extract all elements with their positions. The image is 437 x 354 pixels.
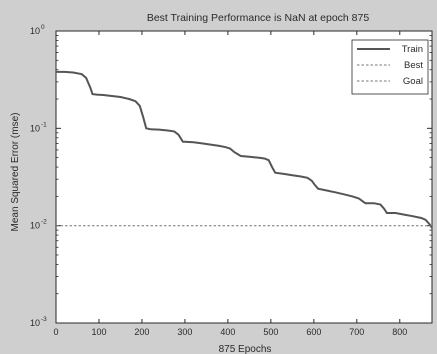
- x-axis-label: 875 Epochs: [219, 344, 272, 354]
- y-tick-label-0: 10: [30, 26, 40, 36]
- x-tick-label-500: 500: [263, 327, 278, 337]
- series-group: [56, 70, 433, 229]
- legend-label-best: Best: [404, 60, 423, 71]
- x-tick-label-700: 700: [349, 327, 364, 337]
- y-tick-label-3: 10: [30, 318, 40, 328]
- x-tick-label-200: 200: [134, 327, 149, 337]
- series-line-train: [56, 70, 433, 229]
- x-tick-label-0: 0: [53, 327, 58, 337]
- x-tick-label-600: 600: [306, 327, 321, 337]
- y-tick-label-2: 10: [30, 221, 40, 231]
- legend-label-train: Train: [402, 44, 423, 55]
- x-tick-label-300: 300: [177, 327, 192, 337]
- legend: Train Best Goal: [351, 39, 429, 95]
- x-tick-label-100: 100: [91, 327, 106, 337]
- y-tick-exponent-3: -3: [41, 316, 47, 323]
- y-tick-exponent-2: -2: [41, 219, 47, 226]
- y-tick-exponent-0: 0: [41, 24, 45, 31]
- y-tick-label-1: 10: [30, 123, 40, 133]
- y-tick-exponent-1: -1: [41, 121, 47, 128]
- y-axis-label: Mean Squared Error (mse): [10, 113, 21, 232]
- legend-label-goal: Goal: [403, 76, 423, 87]
- x-tick-label-800: 800: [392, 327, 407, 337]
- x-tick-label-400: 400: [220, 327, 235, 337]
- chart-title: Best Training Performance is NaN at epoc…: [147, 12, 370, 24]
